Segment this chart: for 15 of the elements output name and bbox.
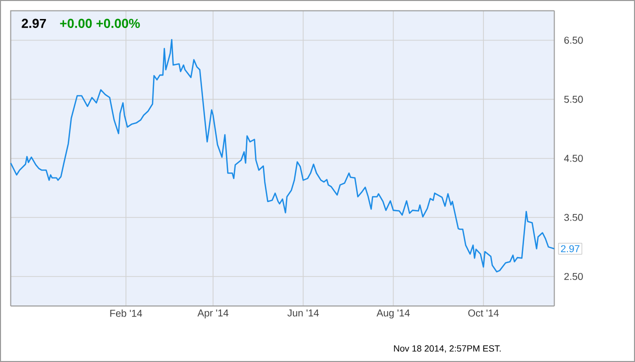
y-tick-label: 4.50 bbox=[564, 154, 583, 162]
annotation: 2.97 bbox=[561, 245, 580, 252]
chart-subtitle: +0.00 +0.00% bbox=[60, 18, 140, 28]
x-tick-label: Feb '14 bbox=[110, 310, 142, 317]
y-tick-label: 6.50 bbox=[564, 36, 583, 44]
x-tick-label: Aug '14 bbox=[376, 310, 410, 318]
x-tick-label: Jun '14 bbox=[287, 310, 319, 316]
y-tick-label: 2.50 bbox=[564, 272, 583, 280]
x-tick-label: Oct '14 bbox=[468, 310, 499, 317]
text: Nov 18 2014, 2:57PM EST. bbox=[394, 345, 501, 353]
x-tick-label: Apr '14 bbox=[197, 310, 228, 318]
y-tick-label: 5.50 bbox=[564, 96, 583, 103]
y-tick-label: 3.50 bbox=[564, 214, 583, 221]
line-series bbox=[10, 38, 555, 272]
chart-title: 2.97 bbox=[22, 18, 46, 28]
